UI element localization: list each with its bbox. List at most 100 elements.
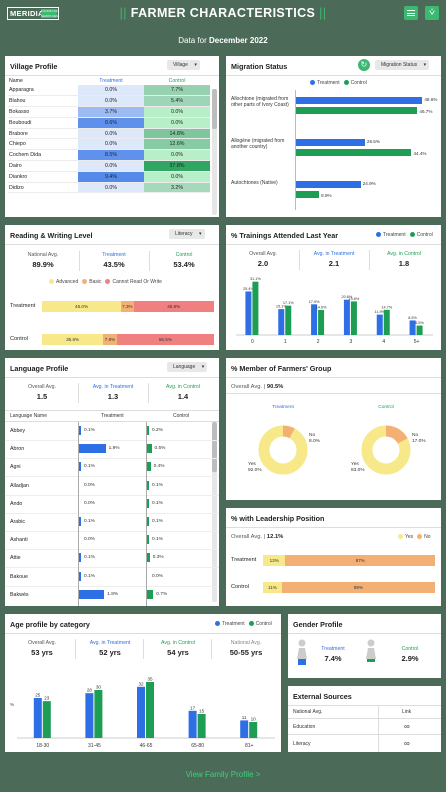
literacy-title: Reading & Writing Level <box>10 231 93 240</box>
legend-advanced: Advanced <box>56 279 79 285</box>
migration-bar-treatment <box>296 181 361 188</box>
no-value: 17.0% <box>412 438 426 444</box>
language-value-treatment: 0.1% <box>84 519 95 524</box>
village-table: Name Treatment Control Apparagra 0.0% 7.7%… <box>8 76 210 194</box>
age-overall: Overall Avg. 53 yrs <box>9 640 75 657</box>
migration-bar-treatment <box>296 139 365 146</box>
trainings-legend: Treatment Control <box>372 232 433 238</box>
language-value-control: 0.7% <box>156 591 168 597</box>
migration-bar-control <box>296 107 418 114</box>
migration-dropdown[interactable]: Migration Status <box>375 60 430 70</box>
village-title: Village Profile <box>10 62 58 71</box>
tick-label: 5+ <box>414 339 420 345</box>
axis-control <box>146 422 147 606</box>
data-label: 5.5% <box>415 321 424 325</box>
date-value: December 2022 <box>208 36 268 45</box>
language-value-treatment: 0.1% <box>84 555 95 561</box>
table-row[interactable]: Bokasso 3.7% 0.0% <box>8 106 210 118</box>
data-label: 25.4% <box>243 287 254 291</box>
literacy-segment: 46.0% <box>42 301 122 312</box>
table-row[interactable]: Blahou 0.0% 5.4% <box>8 95 210 108</box>
bar-control <box>416 325 423 335</box>
migration-label: Autochtones (Native) <box>231 180 278 186</box>
row-divider <box>5 585 219 587</box>
table-row[interactable]: Didizo 0.0% 3.2% <box>8 182 210 194</box>
language-bar-control <box>147 517 149 526</box>
stat-label: Avg. in Control <box>166 384 200 390</box>
stat-value: 90.5% <box>266 384 284 390</box>
data-label: 19.6% <box>349 297 360 301</box>
literacy-segment: 7.9% <box>103 334 117 345</box>
control-value: 0.0% <box>144 117 210 129</box>
row-divider <box>5 512 219 514</box>
language-bar-control <box>147 462 151 472</box>
migration-value: 44.4% <box>413 151 427 156</box>
table-row[interactable]: Brabore 0.0% 14.8% <box>8 128 210 140</box>
language-value-treatment: 1.8% <box>107 591 119 597</box>
tick-label: 46-65 <box>140 743 153 749</box>
bar-control <box>146 682 154 738</box>
view-family-profile-link[interactable]: View Family Profile > <box>185 770 261 779</box>
row-divider <box>5 567 219 569</box>
leader-row-label: Control <box>231 584 250 590</box>
stat-value: 43.5% <box>103 260 125 269</box>
village-scrollbar[interactable] <box>212 89 217 215</box>
data-label: 17 <box>190 705 196 710</box>
language-bar-control <box>147 535 149 545</box>
table-row[interactable]: Diankro 9.4% 0.0% <box>8 171 210 183</box>
refresh-icon[interactable]: ↻ <box>358 59 370 71</box>
data-label: 23 <box>44 696 50 701</box>
treatment-value: 0.0% <box>78 128 144 140</box>
literacy-dropdown[interactable]: Literacy <box>169 229 205 239</box>
literacy-segment: 7.3% <box>121 301 134 312</box>
language-bar-treatment <box>79 462 81 472</box>
migration-label: Allogène (migrated from another country) <box>231 138 285 151</box>
hamburger-icon[interactable] <box>404 6 418 20</box>
table-row[interactable]: Dairo 0.0% 37.8% <box>8 160 210 172</box>
migration-title: Migration Status <box>231 62 288 71</box>
village-name: Apparagra <box>8 85 78 97</box>
migration-value: 8.9% <box>321 193 332 198</box>
legend-control: Control <box>350 80 367 86</box>
stat-value: 54 yrs <box>167 648 189 657</box>
trainings-control: Avg. in Control 1.8 <box>371 251 437 268</box>
literacy-segment: 56.5% <box>116 334 214 345</box>
page-title-text: FARMER CHARACTERISTICS <box>130 6 316 20</box>
migration-card: Migration Status ↻ Migration Status Trea… <box>226 56 441 217</box>
col-control: Control <box>168 77 186 84</box>
bar-treatment <box>137 686 145 738</box>
migration-axis <box>295 90 296 210</box>
link-icon[interactable]: ∞ <box>404 739 410 748</box>
stat-value: 7.4% <box>324 654 342 663</box>
treatment-value: 0.0% <box>78 182 144 194</box>
village-dropdown[interactable]: Village <box>167 60 200 70</box>
gender-treatment: Treatment 7.4% <box>313 646 353 663</box>
table-row[interactable]: Bouboudi 8.6% 0.0% <box>8 117 210 129</box>
date-prefix: Data for <box>178 36 207 45</box>
language-name: Ando <box>10 500 23 507</box>
tick-label: 1 <box>284 339 287 345</box>
treatment-value: 0.0% <box>78 85 144 97</box>
age-card: Age profile by category Treatment Control… <box>5 614 281 752</box>
language-dropdown[interactable]: Language <box>167 362 208 372</box>
language-scrollbar[interactable] <box>212 422 217 602</box>
filter-icon[interactable]: ⩒ <box>425 6 439 20</box>
data-label: 11 <box>242 715 247 720</box>
group-overall: Overall Avg. | 90.5% <box>231 384 284 390</box>
age-control: Avg. in Control 54 yrs <box>145 640 211 657</box>
stat-label: Avg. in Control <box>161 640 195 646</box>
table-row[interactable]: Chiepo 0.0% 12.6% <box>8 138 210 151</box>
table-row[interactable]: Cochem Dida 8.5% 0.0% <box>8 149 210 162</box>
legend-basic: Basic <box>89 279 102 285</box>
tick-label: 4 <box>382 339 385 345</box>
donut-no <box>361 425 411 475</box>
row-divider <box>5 476 219 478</box>
language-value-control: 0.1% <box>152 500 163 506</box>
treatment-value: 0.0% <box>78 138 144 151</box>
village-name: Blahou <box>8 95 78 108</box>
bar-treatment <box>85 693 94 738</box>
row-divider <box>5 531 219 532</box>
link-icon[interactable]: ∞ <box>404 722 410 731</box>
table-row[interactable]: Apparagra 0.0% 7.7% <box>8 85 210 97</box>
language-name: Abron <box>10 446 25 453</box>
